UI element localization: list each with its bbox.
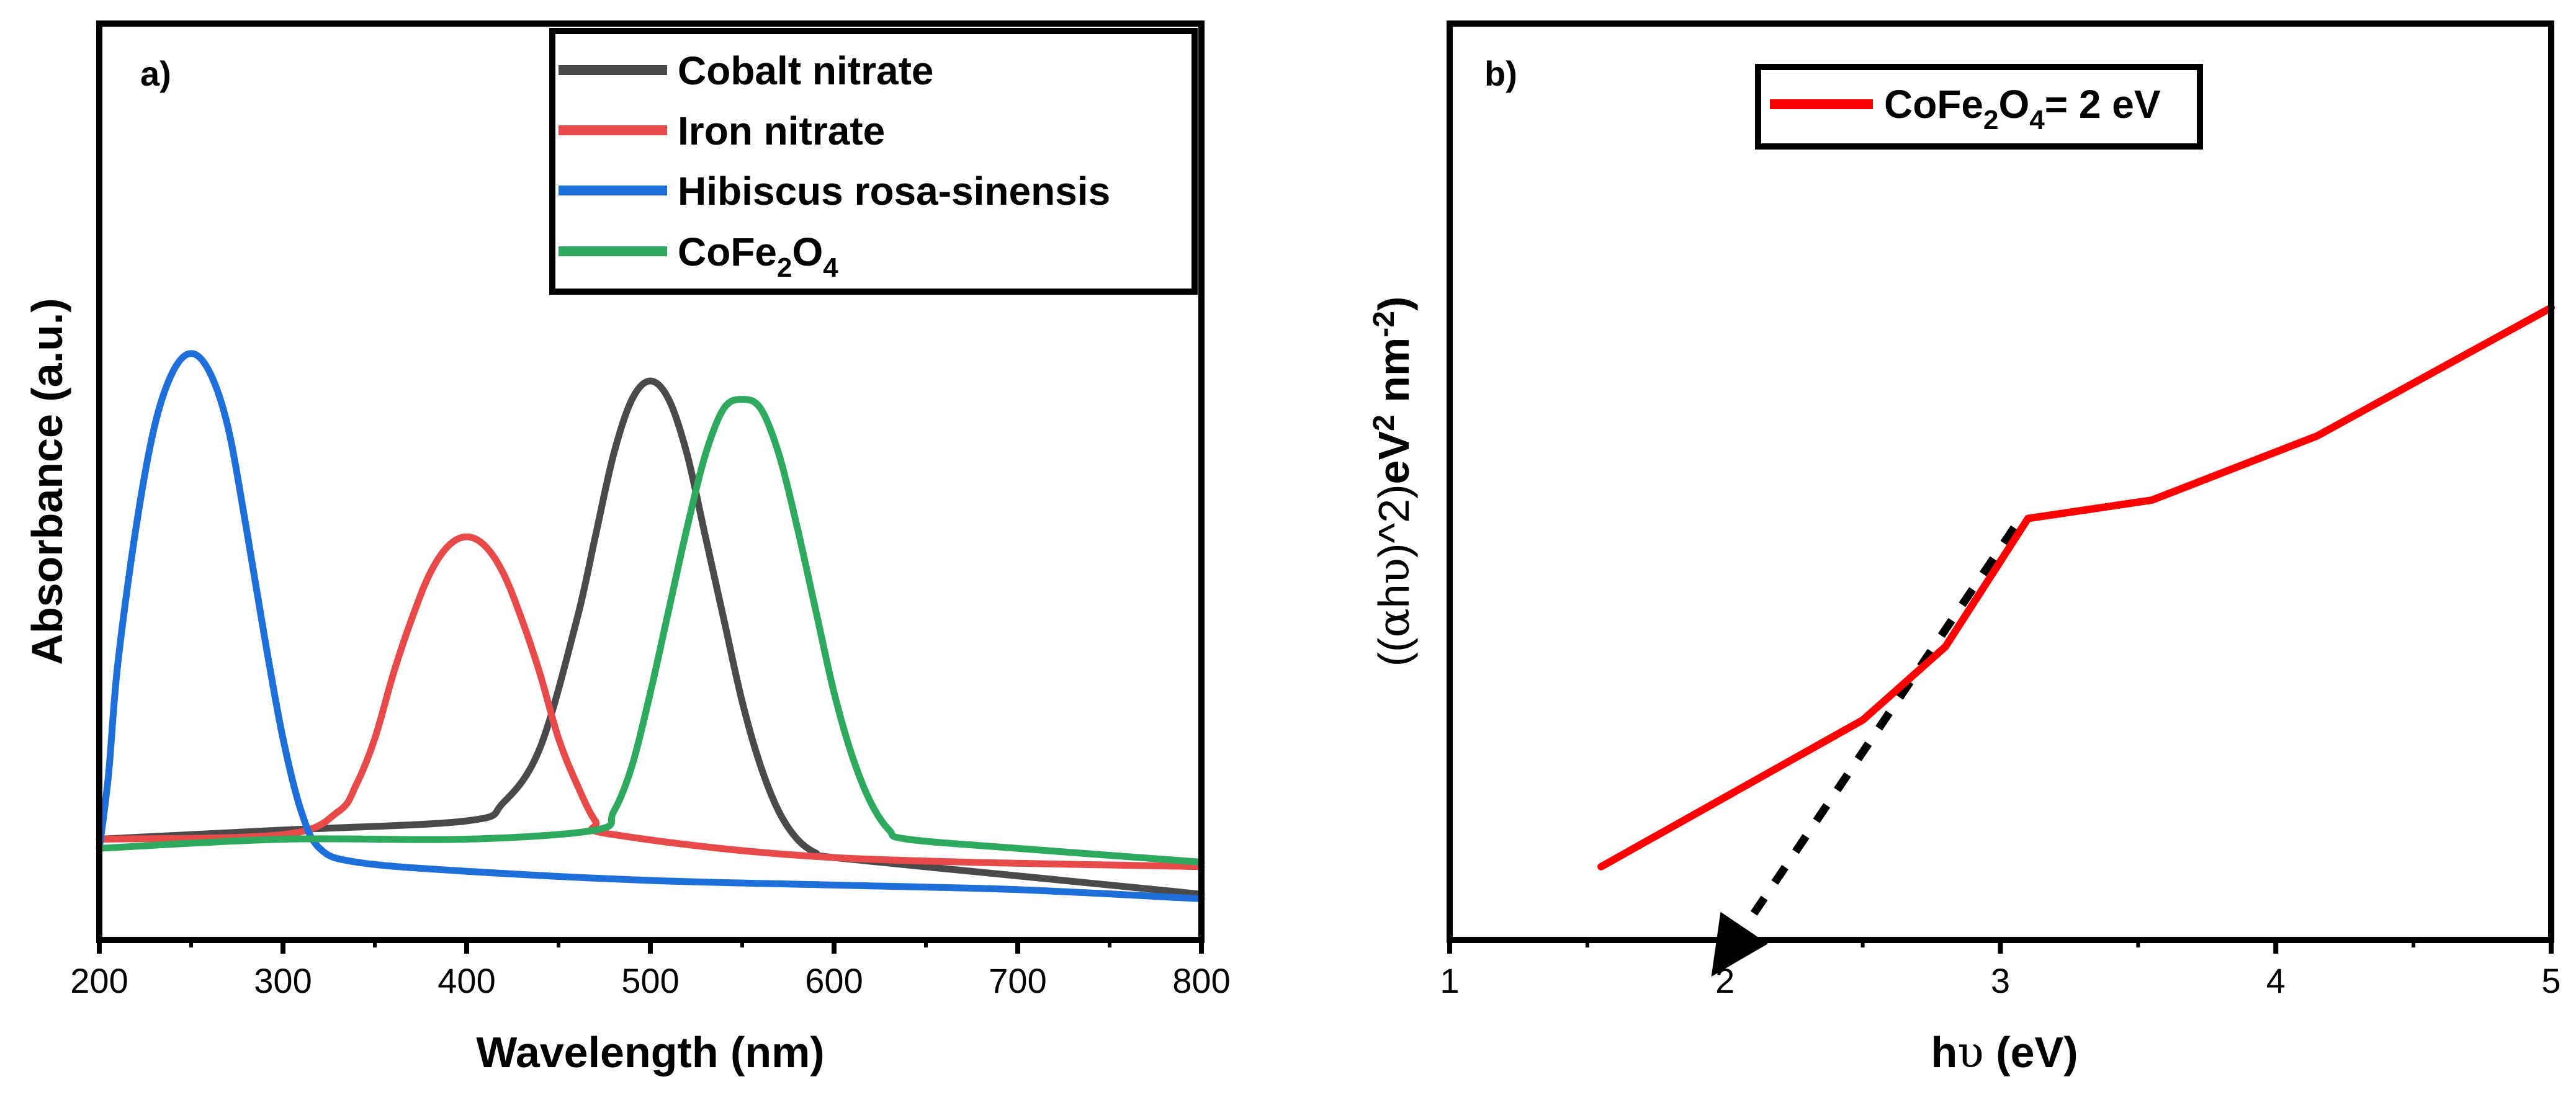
panel-a-legend: Cobalt nitrate Iron nitrate Hibiscus ros… [549,28,1198,295]
legend-label-hibiscus: Hibiscus rosa-sinensis [678,169,1110,213]
x-tick-label: 2 [1715,961,1735,1000]
x-tick-label: 3 [1991,961,2010,1000]
series-line-cofe2o4-2-ev [1597,303,2555,871]
x-tick-label: 1 [1440,961,1459,1000]
panel-a-y-axis-label: Absorbance (a.u.) [23,298,71,665]
panel-b-x-axis-label: hυ (eV) [1931,1027,2078,1078]
panel-a-chart: 200 300 400 500 600 700 800 a) Cobalt nitrate … [23,20,1231,1077]
panel-b-y-axis-label: ((αhυ)^2)eV2 nm-2) [1368,297,1419,667]
x-tick-label: 400 [438,961,495,1000]
x-tick-label: 4 [2266,961,2286,1000]
panel-b-chart: 1 2 3 4 5 b) CoFe2O4= 2 eV hυ (eV) ((αhυ)^2)… [1368,20,2561,1078]
legend-label-cofe2o4-band-gap: CoFe2O4= 2 eV [1884,82,2161,135]
series-line-iron-nitrate [96,533,1205,871]
x-tick-label: 700 [989,961,1046,1000]
series-line-hibiscus-rosa-sinensis [96,350,1205,902]
panel-a-series-lines [96,350,1205,902]
panel-b-x-ticks: 1 2 3 4 5 [1440,940,2561,1000]
panel-a-x-axis-label: Wavelength (nm) [476,1028,824,1077]
panel-a-x-ticks: 200 300 400 500 600 700 800 [70,940,1231,1000]
series-line-cofe2o4 [96,396,1205,866]
panel-b-label: b) [1484,54,1517,93]
panel-b-legend: CoFe2O4= 2 eV [1755,64,2203,150]
band-gap-extrapolation-line [1711,525,2018,977]
legend-label-iron-nitrate: Iron nitrate [678,109,885,153]
x-tick-label: 600 [805,961,863,1000]
legend-label-cobalt-nitrate: Cobalt nitrate [678,48,933,93]
panel-b-plot-frame [1447,20,2554,943]
panel-a-label: a) [140,54,171,93]
legend-label-cofe2o4: CoFe2O4 [678,230,838,283]
x-tick-label: 300 [254,961,312,1000]
x-tick-label: 500 [621,961,679,1000]
x-tick-label: 200 [70,961,128,1000]
panel-b-series-lines [1597,303,2555,871]
x-tick-label: 800 [1172,961,1230,1000]
x-tick-label: 5 [2541,961,2560,1000]
extrapolation-arrow-head [1711,911,1768,977]
extrapolation-dashed-line [1741,525,2018,930]
